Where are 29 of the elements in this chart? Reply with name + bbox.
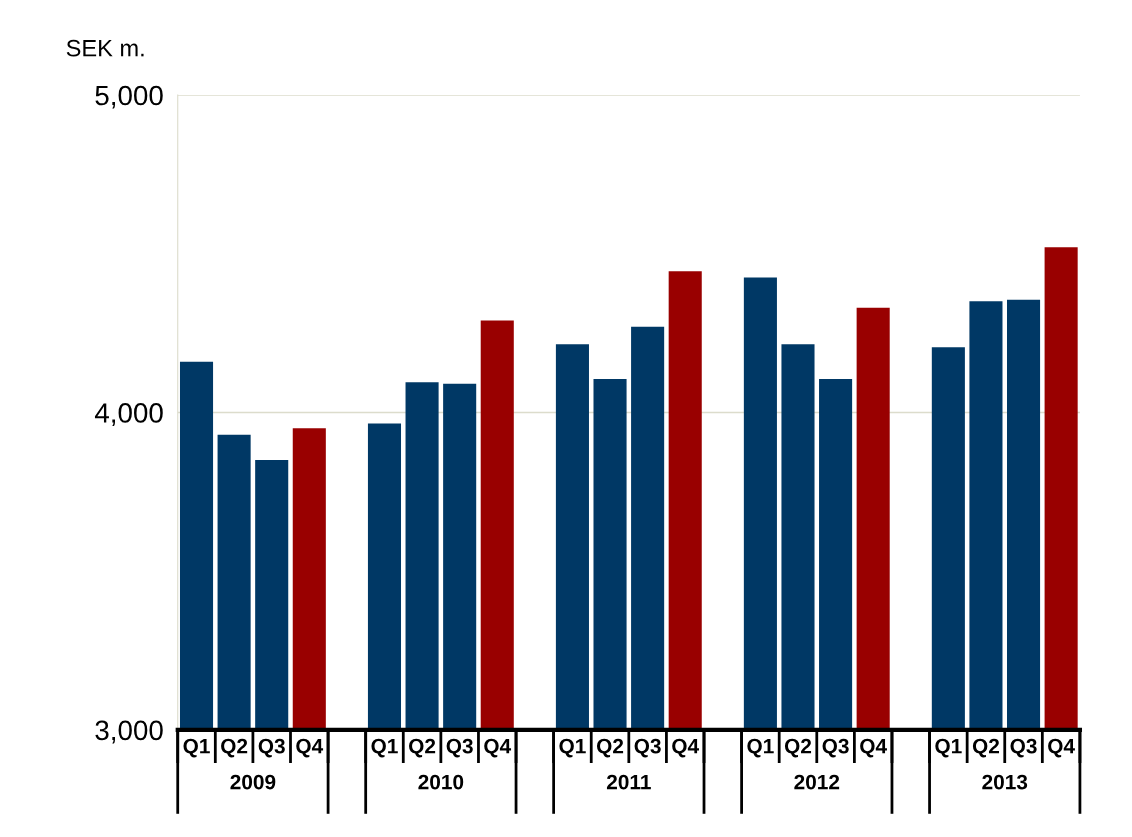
x-tick-label: Q2 — [409, 738, 436, 758]
x-tick-label: Q3 — [634, 738, 661, 758]
x-tick-label: Q4 — [860, 738, 887, 758]
text: 2012 — [794, 774, 840, 790]
x-tick-label: Q1 — [935, 738, 962, 758]
y-tick-label: 4,000 — [94, 403, 163, 427]
text: 2010 — [418, 774, 464, 790]
x-tick-label: Q1 — [559, 738, 586, 758]
x-tick-label: Q2 — [972, 738, 1000, 758]
x-tick-label: Q2 — [784, 738, 812, 758]
x-tick-label: Q3 — [822, 738, 849, 758]
y-tick-label: 3,000 — [95, 720, 163, 744]
x-tick-label: Q3 — [446, 738, 473, 758]
x-tick-label: Q4 — [484, 738, 512, 758]
x-tick-label: Q4 — [1048, 738, 1075, 758]
y-tick-label: 5,000 — [95, 85, 163, 109]
y-axis-title: SEK m. — [66, 39, 144, 57]
x-tick-label: Q3 — [1010, 738, 1037, 758]
x-tick-label: Q2 — [596, 738, 624, 758]
text: 2009 — [230, 774, 276, 790]
x-tick-label: Q3 — [258, 738, 285, 758]
x-tick-label: Q1 — [183, 738, 210, 758]
x-tick-label: Q1 — [747, 738, 774, 758]
text: 2013 — [982, 774, 1028, 790]
x-tick-label: Q4 — [672, 738, 699, 758]
x-tick-label: Q2 — [221, 738, 248, 758]
x-tick-label: Q4 — [296, 738, 324, 758]
x-tick-label: Q1 — [371, 738, 398, 758]
text: 2011 — [606, 774, 651, 790]
